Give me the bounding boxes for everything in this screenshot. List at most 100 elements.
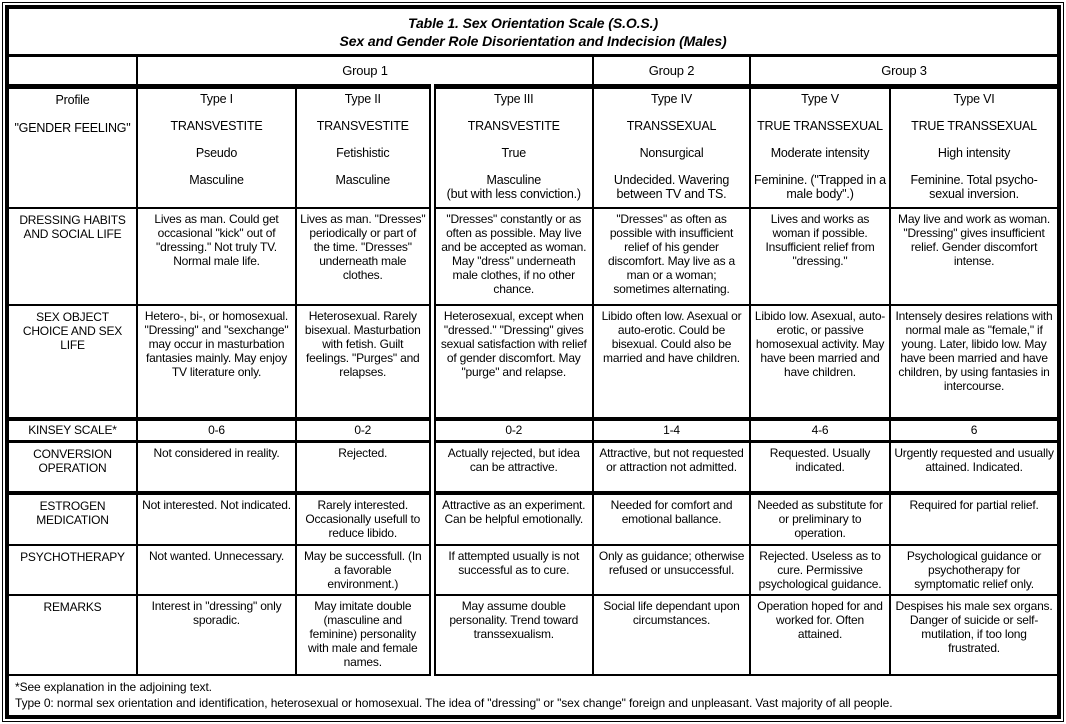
table-cell: Social life dependant upon circumstances… — [592, 594, 751, 676]
table-cell: Rarely interested. Occasionally usefull … — [295, 492, 433, 546]
table-cell: Lives and works as woman if possible. In… — [749, 207, 891, 307]
table-title: Table 1. Sex Orientation Scale (S.O.S.) — [408, 14, 659, 31]
row-label-profile: Profile "GENDER FEELING" — [7, 85, 138, 210]
table-cell: Actually rejected, but idea can be attra… — [428, 440, 594, 495]
type-name: Type IV — [651, 92, 692, 107]
table-cell: Rejected. — [295, 440, 433, 495]
type-intensity: Moderate intensity — [770, 146, 870, 161]
table-cell: 0-6 — [136, 417, 297, 443]
table-cell: Rejected. Useless as to cure. Permissive… — [749, 543, 891, 597]
footnote-type0: Type 0: normal sex orientation and ident… — [15, 695, 893, 710]
row-label-psychotherapy: PSYCHOTHERAPY — [7, 543, 138, 597]
table-row: KINSEY SCALE* 0-6 0-2 0-2 1-4 4-6 6 — [7, 417, 1060, 443]
table-cell: Attractive as an experiment. Can be help… — [428, 492, 594, 546]
table-cell: 1-4 — [592, 417, 751, 443]
type-category: TRANSVESTITE — [316, 119, 409, 134]
table-row: ESTROGEN MEDICATION Not interested. Not … — [7, 492, 1060, 546]
row-label-sex-object: SEX OBJECT CHOICE AND SEX LIFE — [7, 304, 138, 421]
table-cell: Intensely desires relations with normal … — [888, 304, 1060, 421]
type-category: TRANSVESTITE — [467, 119, 560, 134]
table-cell: Not interested. Not indicated. — [136, 492, 297, 546]
type-feeling: Undecided. Wavering between TV and TS. — [613, 173, 730, 202]
type-intensity: High intensity — [937, 146, 1011, 161]
table-cell: Lives as man. "Dresses" periodically or … — [295, 207, 433, 307]
sex-orientation-scale-table: Table 1. Sex Orientation Scale (S.O.S.) … — [6, 7, 1060, 718]
table-cell: 0-2 — [428, 417, 594, 443]
type2-header-cell: Type II TRANSVESTITE Fetishistic Masculi… — [295, 85, 433, 210]
table-cell: Lives as man. Could get occasional "kick… — [136, 207, 297, 307]
row-label-dressing: DRESSING HABITS AND SOCIAL LIFE — [7, 207, 138, 307]
table-title-cell: Table 1. Sex Orientation Scale (S.O.S.) … — [6, 7, 1060, 58]
profile-label-line1: Profile — [55, 93, 90, 108]
type-feeling: Masculine — [335, 173, 391, 188]
type1-header-cell: Type I TRANSVESTITE Pseudo Masculine — [136, 85, 297, 210]
type-category: TRUE TRANSSEXUAL — [757, 119, 883, 134]
table-row: Group 1 Group 2 Group 3 — [7, 54, 1060, 90]
table-cell: Required for partial relief. — [888, 492, 1060, 546]
footnote-asterisk: *See explanation in the adjoining text. — [15, 679, 212, 694]
type-feeling: Feminine. ("Trapped in a male body".) — [754, 173, 886, 202]
footnotes-cell: *See explanation in the adjoining text. … — [6, 673, 1060, 718]
row-label-kinsey: KINSEY SCALE* — [7, 417, 138, 443]
table-cell: Operation hoped for and worked for. Ofte… — [749, 594, 891, 676]
row-label-conversion: CONVERSION OPERATION — [7, 440, 138, 495]
table-cell: Psychological guidance or psychotherapy … — [888, 543, 1060, 597]
table-cell: Hetero-, bi-, or homosexual. "Dressing" … — [136, 304, 297, 421]
table-cell: May live and work as woman. "Dressing" g… — [888, 207, 1060, 307]
type-name: Type V — [801, 92, 839, 107]
table-cell: 4-6 — [749, 417, 891, 443]
table-cell: May imitate double (masculine and femini… — [295, 594, 433, 676]
table-cell: If attempted usually is not successful a… — [428, 543, 594, 597]
table-row: Table 1. Sex Orientation Scale (S.O.S.) … — [6, 7, 1060, 58]
type-name: Type VI — [953, 92, 995, 107]
type-feeling: Masculine — [189, 173, 244, 188]
type-intensity: Fetishistic — [336, 146, 390, 161]
table-cell: Despises his male sex organs. Danger of … — [888, 594, 1060, 676]
table-row: DRESSING HABITS AND SOCIAL LIFE Lives as… — [7, 207, 1060, 307]
table-inner-frame: Table 1. Sex Orientation Scale (S.O.S.) … — [5, 5, 1061, 719]
table-cell: Needed for comfort and emotional ballanc… — [592, 492, 751, 546]
type-category: TRUE TRANSSEXUAL — [911, 119, 1037, 134]
row-label-remarks: REMARKS — [7, 594, 138, 676]
table-row: SEX OBJECT CHOICE AND SEX LIFE Hetero-, … — [7, 304, 1060, 421]
type-intensity: Pseudo — [195, 146, 238, 161]
table-row: Profile "GENDER FEELING" Type I TRANSVES… — [7, 85, 1060, 210]
type-feeling: Masculine (but with less conviction.) — [446, 173, 581, 202]
table-cell: Requested. Usually indicated. — [749, 440, 891, 495]
type4-header-cell: Type IV TRANSSEXUAL Nonsurgical Undecide… — [592, 85, 751, 210]
table-row: REMARKS Interest in "dressing" only spor… — [7, 594, 1060, 676]
table-cell: Interest in "dressing" only sporadic. — [136, 594, 297, 676]
group1-header: Group 1 — [136, 54, 594, 90]
type-feeling: Feminine. Total psycho-sexual inversion. — [910, 173, 1038, 202]
type-category: TRANSSEXUAL — [626, 119, 717, 134]
table-cell: Not considered in reality. — [136, 440, 297, 495]
type6-header-cell: Type VI TRUE TRANSSEXUAL High intensity … — [888, 85, 1060, 210]
table-cell: Attractive, but not requested or attract… — [592, 440, 751, 495]
table-cell: May be successfull. (In a favorable envi… — [295, 543, 433, 597]
profile-label-line2: "GENDER FEELING" — [14, 121, 131, 136]
table-cell: 6 — [888, 417, 1060, 443]
table-cell: "Dresses" constantly or as often as poss… — [428, 207, 594, 307]
group3-header: Group 3 — [748, 54, 1060, 90]
type-name: Type I — [200, 92, 233, 107]
table-cell: 0-2 — [295, 417, 433, 443]
table-cell: Not wanted. Unnecessary. — [136, 543, 297, 597]
table-row: CONVERSION OPERATION Not considered in r… — [7, 440, 1060, 495]
table-cell: Urgently requested and usually attained.… — [888, 440, 1060, 495]
table-cell: Heterosexual, except when "dressed." "Dr… — [428, 304, 594, 421]
type-name: Type III — [494, 92, 534, 107]
type5-header-cell: Type V TRUE TRANSSEXUAL Moderate intensi… — [749, 85, 891, 210]
type-intensity: True — [501, 146, 527, 161]
table-cell: Needed as substitute for or preliminary … — [749, 492, 891, 546]
type-intensity: Nonsurgical — [639, 146, 704, 161]
table-row: PSYCHOTHERAPY Not wanted. Unnecessary. M… — [7, 543, 1060, 597]
table-cell: May assume double personality. Trend tow… — [428, 594, 594, 676]
table-cell: Libido often low. Asexual or auto-erotic… — [592, 304, 751, 421]
table-cell: Libido low. Asexual, auto-erotic, or pas… — [749, 304, 891, 421]
table-subtitle: Sex and Gender Role Disorientation and I… — [339, 32, 727, 49]
row-label-estrogen: ESTROGEN MEDICATION — [7, 492, 138, 546]
table-cell: "Dresses" as often as possible with insu… — [592, 207, 751, 307]
type-category: TRANSVESTITE — [170, 119, 263, 134]
type-name: Type II — [344, 92, 381, 107]
